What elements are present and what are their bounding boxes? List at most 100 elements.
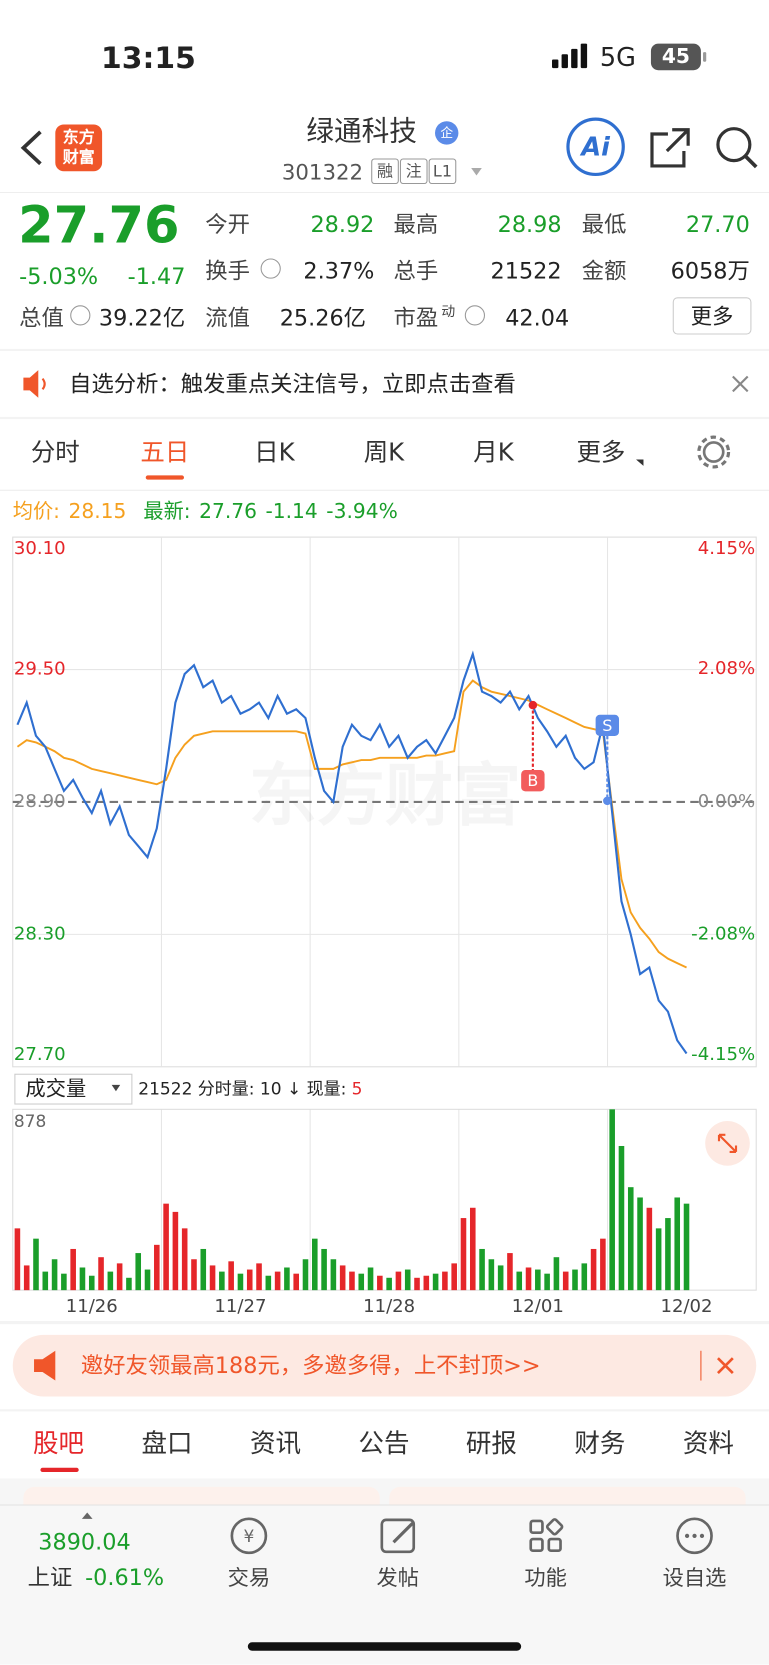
more-arrow	[636, 459, 644, 466]
period-tab[interactable]: 日K	[254, 439, 295, 467]
notice-text[interactable]: 自选分析：触发重点关注信号，立即点击查看	[69, 371, 516, 397]
volume-title[interactable]: 成交量	[25, 1077, 87, 1101]
section-tab[interactable]: 资料	[682, 1428, 734, 1459]
period-tab[interactable]: 五日	[140, 439, 190, 467]
volume-bar	[23, 1265, 30, 1291]
volume-bar	[70, 1248, 76, 1291]
y2-tick-label: 0.00%	[698, 791, 755, 812]
ai-label[interactable]: Ai	[581, 131, 610, 162]
expand-icon	[717, 1133, 738, 1153]
x-tick-label: 12/02	[660, 1296, 712, 1317]
stock-tag: 注	[399, 158, 428, 185]
trade-icon-glyph: ¥	[243, 1527, 254, 1547]
volume-bar	[219, 1271, 225, 1291]
period-tab[interactable]: 分时	[30, 439, 80, 467]
section-tab[interactable]: 资讯	[249, 1428, 301, 1459]
nav-item[interactable]: 交易	[227, 1564, 271, 1591]
promo-icon	[34, 1350, 56, 1381]
field-label: 最低	[581, 211, 627, 238]
back-icon[interactable]	[20, 130, 42, 166]
index-name[interactable]: 上证	[27, 1564, 73, 1591]
period-tab[interactable]: 周K	[363, 439, 405, 467]
stock-title: 绿通科技	[306, 115, 417, 148]
volume-select[interactable]	[14, 1073, 133, 1105]
search-icon[interactable]	[716, 127, 752, 163]
search-handle	[744, 155, 758, 169]
volume-bar	[256, 1263, 262, 1291]
field-label: 换手	[205, 258, 250, 284]
pe-sup: 动	[441, 304, 456, 321]
index-value[interactable]: 3890.04	[38, 1529, 131, 1555]
battery-level: 45	[661, 44, 690, 69]
info-icon[interactable]	[464, 305, 486, 326]
post-icon[interactable]	[380, 1518, 416, 1554]
volume-bar	[135, 1253, 142, 1291]
watchlist-icon[interactable]	[676, 1517, 713, 1555]
promo-text[interactable]: 邀好友领最高188元，多邀多得，上不封顶>>	[80, 1352, 541, 1379]
field-value: 27.70	[685, 211, 750, 238]
field-value: 28.98	[497, 211, 562, 238]
change: -1.47	[127, 263, 186, 290]
volume-bar	[42, 1271, 49, 1291]
promo-close[interactable]	[716, 1357, 734, 1375]
change-pct: -5.03%	[19, 263, 99, 290]
period-tab[interactable]: 更多	[576, 439, 626, 467]
stock-code: 301322	[281, 159, 364, 186]
volume-info: 现量:	[306, 1078, 347, 1099]
field-label: 总手	[393, 258, 439, 284]
volume-bar	[600, 1238, 606, 1291]
field-label: 最高	[393, 211, 439, 238]
section-tab[interactable]: 股吧	[32, 1428, 85, 1459]
volume-bar	[349, 1271, 355, 1291]
info-icon[interactable]	[70, 305, 91, 326]
price: 27.76	[18, 195, 180, 256]
speaker-icon	[23, 370, 39, 398]
volume-bar	[479, 1248, 485, 1291]
up-arrow[interactable]	[81, 1512, 93, 1519]
close-icon[interactable]	[732, 375, 749, 393]
trade-icon[interactable]	[230, 1517, 268, 1555]
watchlist-dots	[684, 1533, 705, 1538]
chart-info: 28.15	[68, 499, 127, 524]
promo-bg[interactable]	[12, 1334, 757, 1397]
more-button[interactable]	[672, 297, 752, 335]
section-tab[interactable]: 盘口	[141, 1428, 193, 1459]
share-icon[interactable]	[650, 128, 690, 168]
select-arrow	[111, 1084, 121, 1092]
volume-bar	[14, 1228, 21, 1291]
dropdown-arrow[interactable]	[471, 168, 482, 176]
y2-tick-label: -4.15%	[691, 1044, 755, 1065]
ai-icon[interactable]	[566, 117, 625, 177]
info-icon[interactable]	[260, 258, 281, 279]
nav-item[interactable]: 发帖	[376, 1564, 420, 1591]
separator	[0, 1320, 769, 1325]
section-tab[interactable]: 研报	[465, 1428, 517, 1459]
y2-tick-label: 2.08%	[698, 658, 755, 679]
period-tab[interactable]: 月K	[473, 439, 514, 467]
section-tab[interactable]: 财务	[574, 1428, 626, 1459]
nav-item[interactable]: 设自选	[662, 1564, 727, 1591]
volume-bar	[33, 1238, 39, 1291]
section-tab[interactable]: 公告	[358, 1428, 410, 1459]
volume-bar	[163, 1203, 169, 1291]
settings-gear	[697, 435, 731, 469]
volume-bar	[330, 1259, 337, 1291]
settings-icon[interactable]	[702, 441, 725, 463]
function-icon[interactable]	[529, 1518, 564, 1553]
plot-border	[12, 536, 757, 1068]
logo-text: 财富	[62, 147, 95, 167]
volume-bar	[488, 1259, 495, 1291]
nav-item[interactable]: 功能	[524, 1564, 567, 1591]
logo-text: 东方	[62, 127, 95, 147]
x-tick-label: 12/01	[512, 1296, 564, 1317]
x-tick-label: 11/26	[66, 1296, 118, 1317]
volume-bar	[274, 1271, 281, 1291]
volume-bar	[432, 1273, 439, 1291]
volume-bar	[646, 1207, 653, 1291]
index-change[interactable]: -0.61%	[85, 1564, 165, 1591]
volume-bar	[302, 1259, 309, 1291]
volume-bar	[265, 1275, 272, 1291]
more-label[interactable]: 更多	[690, 303, 734, 329]
